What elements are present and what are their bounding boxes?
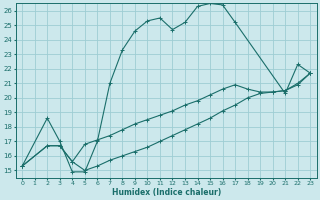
X-axis label: Humidex (Indice chaleur): Humidex (Indice chaleur)	[112, 188, 221, 197]
